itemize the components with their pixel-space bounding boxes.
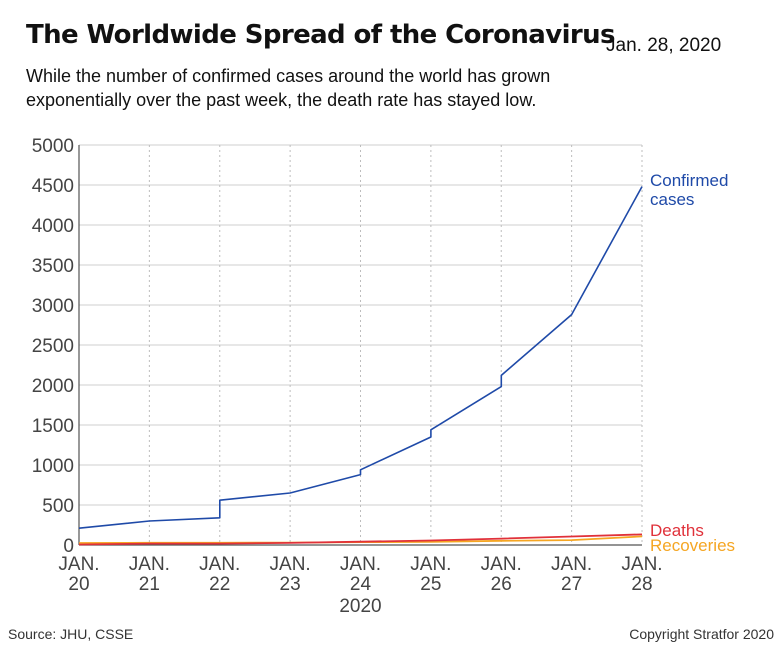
series-label-deaths: Deaths — [650, 521, 704, 540]
x-tick-label-month: JAN. — [551, 554, 592, 575]
y-tick-label: 2000 — [32, 376, 74, 397]
series-line-confirmed-cases — [78, 186, 643, 529]
x-tick-label-day: 26 — [491, 574, 512, 595]
chart-date: Jan. 28, 2020 — [606, 35, 722, 56]
x-tick-label-month: JAN. — [621, 554, 662, 575]
x-tick-label-day: 27 — [561, 574, 582, 595]
x-tick-label-month: JAN. — [481, 554, 522, 575]
x-tick-label-month: JAN. — [58, 554, 99, 575]
y-tick-label: 4500 — [32, 176, 74, 197]
chart-title: The Worldwide Spread of the Coronavirus — [26, 20, 616, 50]
source-note: Source: JHU, CSSE — [8, 626, 134, 642]
y-tick-label: 0 — [63, 536, 74, 557]
series-label-recoveries: Recoveries — [650, 536, 735, 555]
x-tick-label-month: JAN. — [199, 554, 240, 575]
x-tick-label-month: JAN. — [410, 554, 451, 575]
series-label-confirmed-cases: Confirmed — [650, 171, 728, 190]
series-label-confirmed-cases: cases — [650, 190, 694, 209]
x-tick-label-day: 22 — [209, 574, 230, 595]
x-axis-year-label: 2020 — [339, 596, 381, 617]
x-tick-label-day: 25 — [420, 574, 441, 595]
x-tick-label-day: 23 — [280, 574, 301, 595]
y-tick-label: 1000 — [32, 456, 74, 477]
x-tick-label-day: 21 — [139, 574, 160, 595]
x-tick-label-month: JAN. — [340, 554, 381, 575]
x-tick-label-month: JAN. — [129, 554, 170, 575]
series-line-deaths — [78, 533, 643, 546]
y-tick-label: 5000 — [32, 136, 74, 157]
x-tick-label-day: 20 — [68, 574, 89, 595]
chart-subtitle: While the number of confirmed cases arou… — [26, 66, 551, 110]
y-tick-label: 1500 — [32, 416, 74, 437]
x-tick-label-day: 24 — [350, 574, 372, 595]
y-tick-label: 3000 — [32, 296, 74, 317]
y-tick-label: 3500 — [32, 256, 74, 277]
y-tick-label: 500 — [42, 496, 74, 517]
y-tick-label: 2500 — [32, 336, 74, 357]
y-tick-label: 4000 — [32, 216, 74, 237]
x-tick-label-month: JAN. — [270, 554, 311, 575]
copyright-note: Copyright Stratfor 2020 — [629, 626, 774, 642]
x-tick-label-day: 28 — [631, 574, 652, 595]
